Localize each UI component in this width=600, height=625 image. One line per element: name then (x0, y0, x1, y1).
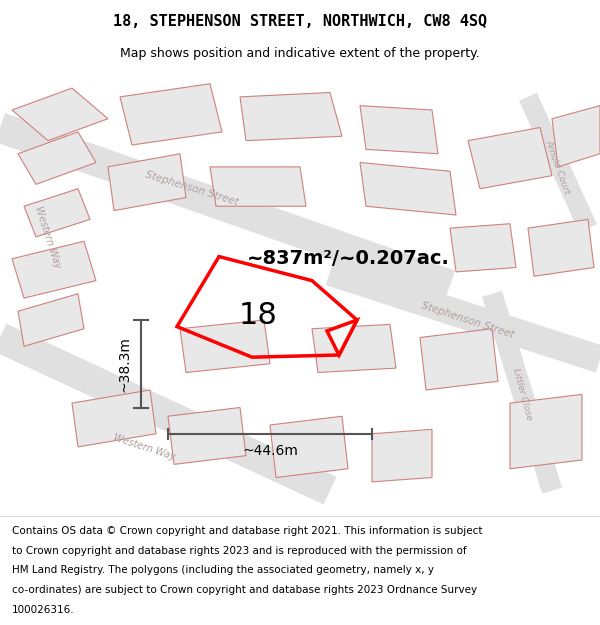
Polygon shape (12, 88, 108, 141)
Polygon shape (360, 162, 456, 215)
Polygon shape (120, 84, 222, 145)
Polygon shape (420, 329, 498, 390)
Text: HM Land Registry. The polygons (including the associated geometry, namely x, y: HM Land Registry. The polygons (includin… (12, 566, 434, 576)
Polygon shape (372, 429, 432, 482)
Polygon shape (528, 219, 594, 276)
Polygon shape (18, 294, 84, 346)
Polygon shape (210, 167, 306, 206)
Text: Contains OS data © Crown copyright and database right 2021. This information is : Contains OS data © Crown copyright and d… (12, 526, 482, 536)
Text: Stephenson Street: Stephenson Street (144, 170, 240, 208)
Text: ~38.3m: ~38.3m (117, 336, 131, 392)
Polygon shape (72, 390, 156, 447)
Polygon shape (108, 154, 186, 211)
Polygon shape (168, 408, 246, 464)
Text: Map shows position and indicative extent of the property.: Map shows position and indicative extent… (120, 48, 480, 61)
Polygon shape (312, 324, 396, 372)
Polygon shape (510, 394, 582, 469)
Polygon shape (270, 416, 348, 478)
Text: 18, STEPHENSON STREET, NORTHWICH, CW8 4SQ: 18, STEPHENSON STREET, NORTHWICH, CW8 4S… (113, 14, 487, 29)
Text: Littler Close: Littler Close (511, 368, 533, 421)
Polygon shape (18, 132, 96, 184)
Text: 100026316.: 100026316. (12, 605, 74, 615)
Polygon shape (552, 106, 600, 167)
Polygon shape (12, 241, 96, 298)
Text: Western Way: Western Way (112, 432, 176, 462)
Text: to Crown copyright and database rights 2023 and is reproduced with the permissio: to Crown copyright and database rights 2… (12, 546, 467, 556)
Polygon shape (180, 320, 270, 372)
Text: Arnold Court: Arnold Court (544, 139, 572, 195)
Polygon shape (450, 224, 516, 272)
Polygon shape (468, 127, 552, 189)
Text: 18: 18 (239, 301, 277, 331)
Polygon shape (240, 92, 342, 141)
Polygon shape (360, 106, 438, 154)
Polygon shape (327, 320, 357, 355)
Text: co-ordinates) are subject to Crown copyright and database rights 2023 Ordnance S: co-ordinates) are subject to Crown copyr… (12, 585, 477, 595)
Polygon shape (24, 189, 90, 237)
Text: Western Way: Western Way (33, 204, 63, 269)
Text: ~837m²/~0.207ac.: ~837m²/~0.207ac. (247, 249, 449, 268)
Text: Stephenson Street: Stephenson Street (421, 300, 515, 340)
Text: ~44.6m: ~44.6m (242, 444, 298, 458)
